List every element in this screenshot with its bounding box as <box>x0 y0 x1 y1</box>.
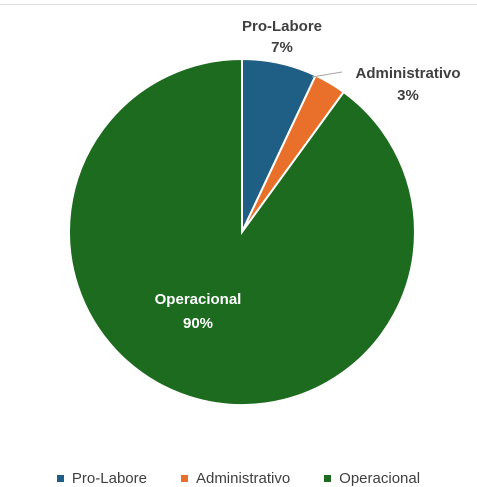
legend-item-administrativo: Administrativo <box>180 469 291 487</box>
leader-lines <box>311 71 343 78</box>
top-divider <box>0 4 477 5</box>
legend-swatch-pro-labore <box>56 474 64 482</box>
slice-value-pro-labore: 7% <box>271 39 293 56</box>
slice-value-operacional: 90% <box>183 315 213 332</box>
legend-label-administrativo: Administrativo <box>195 469 291 487</box>
slice-value-administrativo: 3% <box>397 87 419 104</box>
legend-label-operacional: Operacional <box>339 469 421 487</box>
legend-item-operacional: Operacional <box>324 470 420 487</box>
slice-label-pro-labore: Pro-Labore <box>242 18 322 35</box>
slice-label-administrativo: Administrativo <box>355 65 460 82</box>
pie-slice-operacional <box>68 57 416 406</box>
slice-label-operacional: Operacional <box>155 291 242 308</box>
legend-swatch-operacional <box>324 474 332 482</box>
pie-slices <box>68 57 416 406</box>
leader-line-administrativo <box>311 71 343 78</box>
legend-item-pro-labore: Pro-Labore <box>56 469 147 487</box>
legend-swatch-administrativo <box>180 474 188 482</box>
legend-label-pro-labore: Pro-Labore <box>71 469 147 487</box>
data-labels: Pro-Labore 7% Administrativo 3% Operacio… <box>155 18 461 332</box>
chart-legend: Pro-Labore Administrativo Operacional <box>0 469 477 487</box>
